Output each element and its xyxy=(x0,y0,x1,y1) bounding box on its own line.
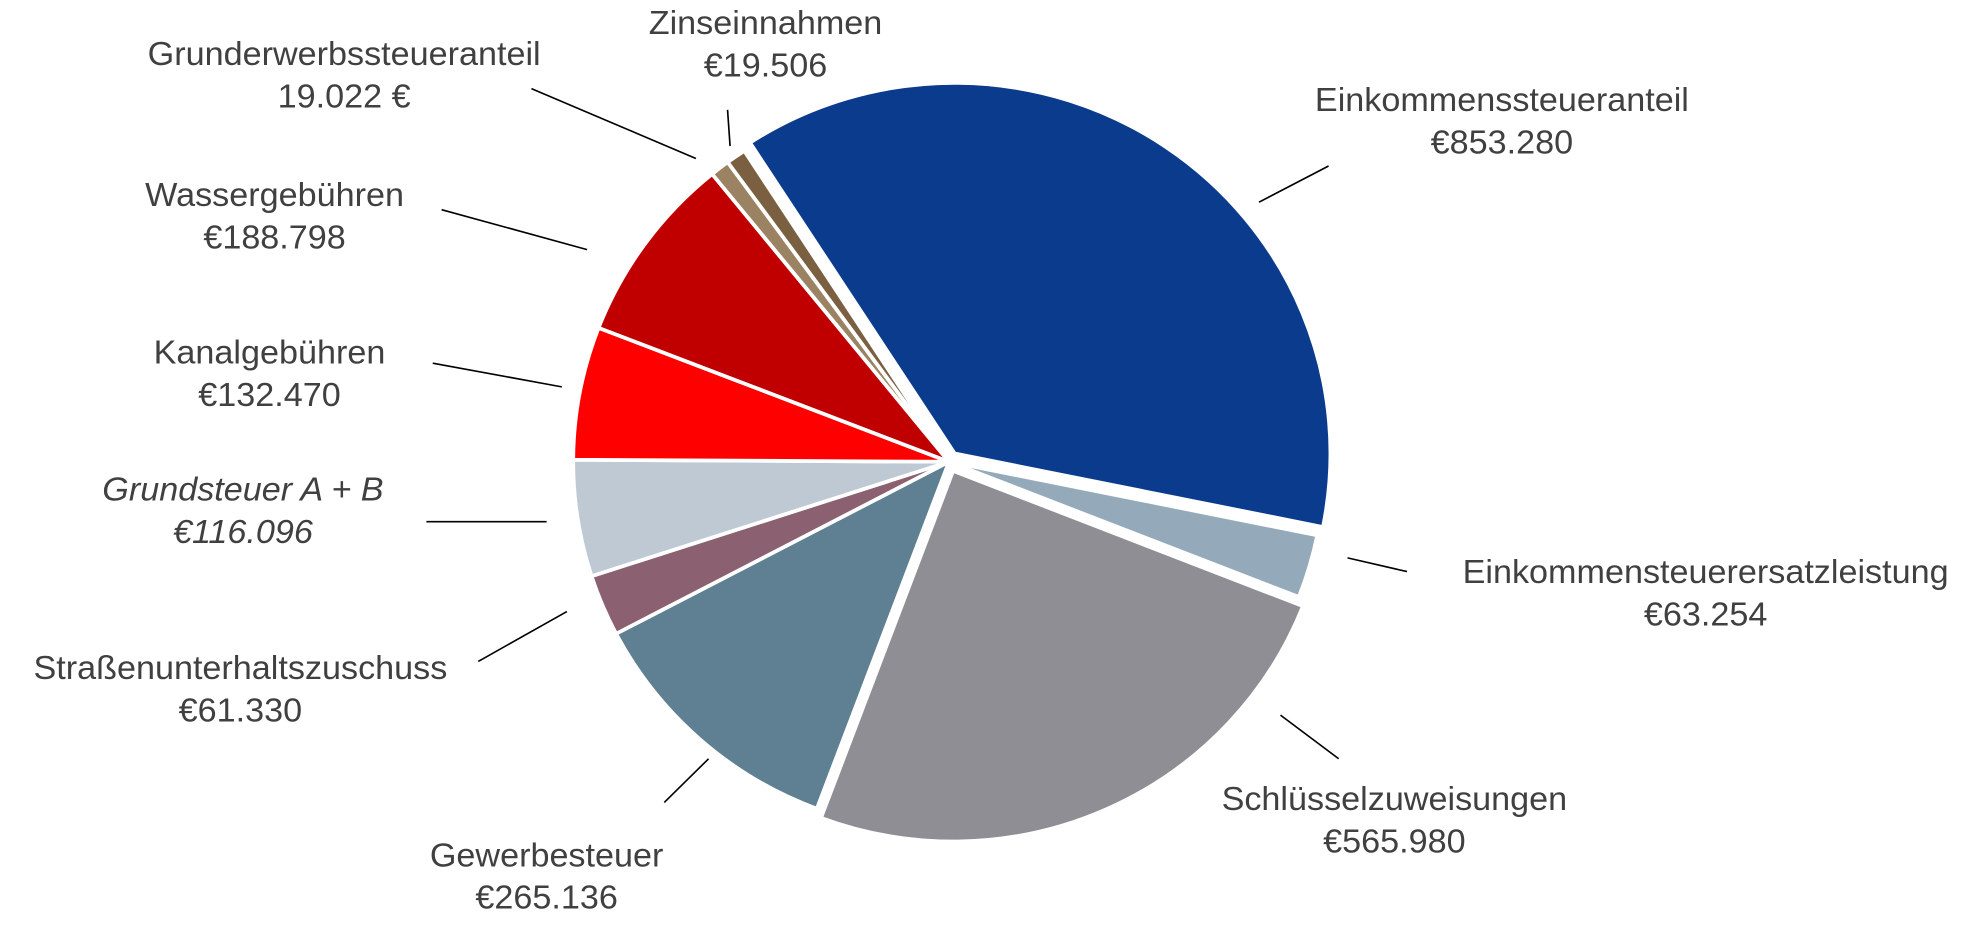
slice-label: Kanalgebühren xyxy=(154,334,386,372)
slice-value-label: €265.136 xyxy=(475,879,617,917)
slice-value-label: 19.022 € xyxy=(278,78,411,116)
slice-value-label: €132.470 xyxy=(198,376,340,414)
leader-line xyxy=(663,758,710,804)
leader-line xyxy=(441,208,588,251)
slice-value-label: €853.280 xyxy=(1431,124,1573,162)
pie-slice xyxy=(818,468,1306,844)
slice-label: Grunderwerbssteueranteil xyxy=(148,35,541,73)
slice-value-label: €19.506 xyxy=(704,47,827,85)
leader-line xyxy=(432,362,562,388)
pie-slice xyxy=(571,325,950,464)
slice-label: Einkommenssteueranteil xyxy=(1315,81,1689,119)
slice-label: Wassergebühren xyxy=(145,176,404,214)
leader-line xyxy=(477,610,568,663)
slice-label: Grundsteuer A + B xyxy=(102,471,383,509)
slice-label: Zinseinnahmen xyxy=(649,4,883,42)
slice-label: Gewerbesteuer xyxy=(430,836,664,874)
leader-line xyxy=(1347,557,1408,573)
slice-value-label: €116.096 xyxy=(173,513,313,551)
pie-slice xyxy=(725,148,951,463)
slice-value-label: €188.798 xyxy=(203,219,345,257)
pie-slice xyxy=(948,459,1320,600)
pie-slice xyxy=(596,171,955,467)
leader-line xyxy=(1258,165,1329,203)
slice-value-label: €61.330 xyxy=(179,692,302,730)
slice-value-label: €63.254 xyxy=(1644,596,1767,634)
pie-slice xyxy=(613,457,953,812)
leader-line xyxy=(1279,714,1340,760)
slice-label: Einkommensteuerersatzleistung xyxy=(1463,553,1949,591)
pie-slice xyxy=(747,81,1333,530)
slice-label: Straßenunterhaltszuschuss xyxy=(33,649,447,687)
slice-label: Schlüsselzuweisungen xyxy=(1222,780,1568,818)
plot: Einkommenssteueranteil €853.280 Einkommens… xyxy=(33,4,1948,917)
leader-line xyxy=(531,87,697,160)
slice-value-label: €565.980 xyxy=(1323,823,1465,861)
leader-line xyxy=(726,109,731,147)
